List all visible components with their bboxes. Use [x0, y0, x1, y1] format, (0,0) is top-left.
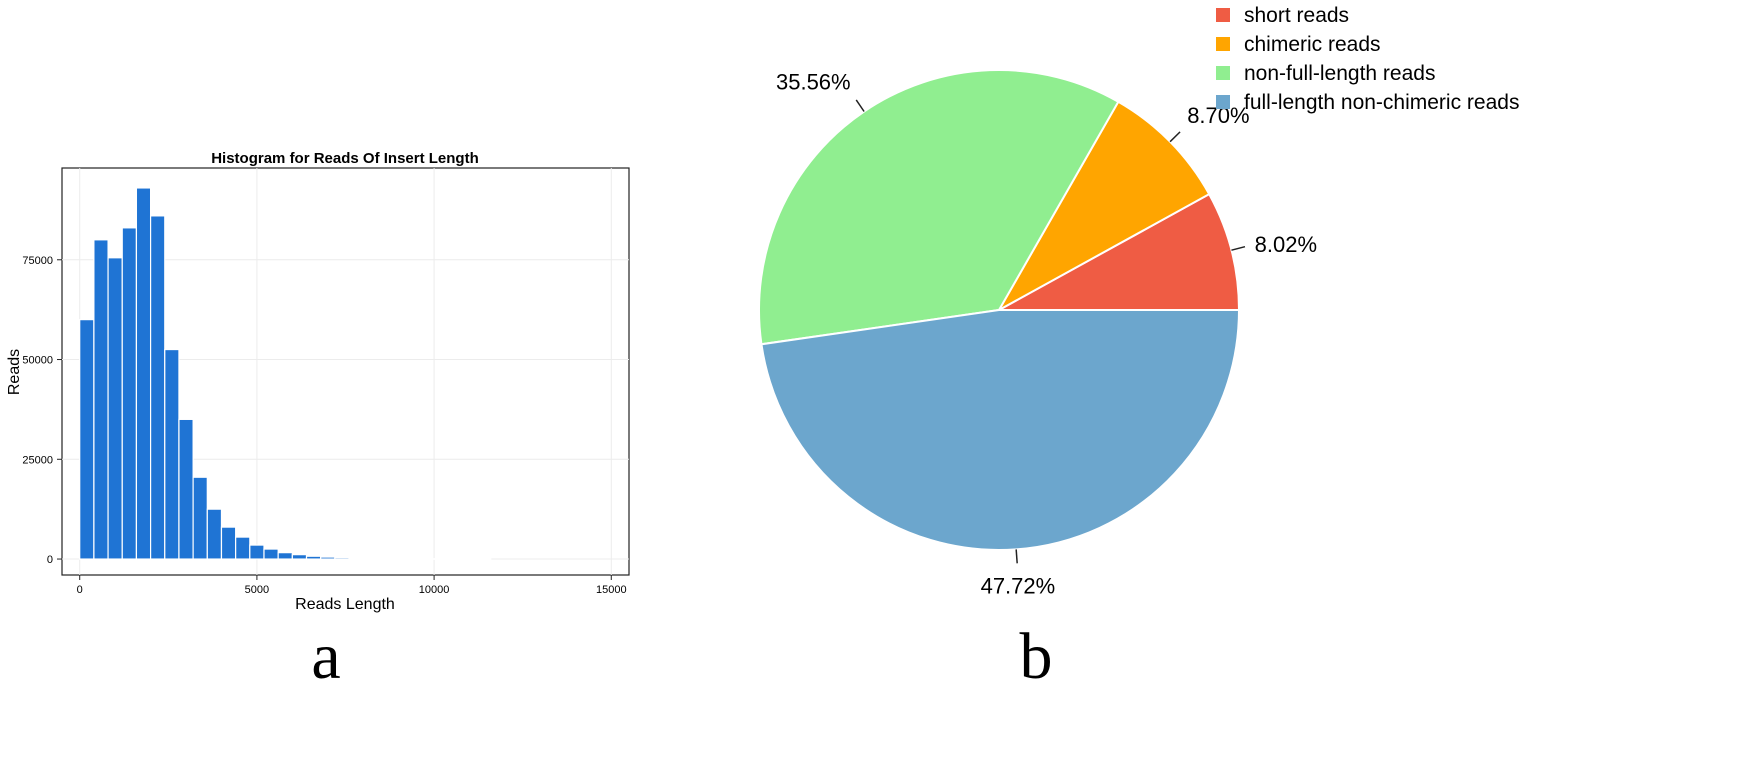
legend-swatch — [1216, 8, 1230, 22]
histogram-bar — [305, 555, 322, 560]
histogram-bar — [178, 418, 194, 560]
histogram-x-ticks: 0 5000 10000 15000 — [77, 575, 627, 596]
pie-label-leader — [1169, 131, 1181, 143]
pie-label-leader — [1231, 245, 1246, 251]
pie-label-leader — [1015, 549, 1018, 564]
histogram-bar — [220, 526, 237, 560]
histogram-bar — [277, 552, 293, 560]
pie-slice — [996, 100, 1211, 313]
legend-swatch — [1216, 66, 1230, 80]
histogram-bar — [348, 557, 364, 560]
legend-label: short reads — [1244, 4, 1349, 27]
x-tick-label: 10000 — [419, 584, 450, 596]
histogram-bar — [249, 544, 265, 560]
y-tick-label: 25000 — [22, 454, 53, 466]
histogram-bar — [291, 554, 308, 560]
histogram-y-ticks: 0 25000 50000 75000 — [22, 255, 62, 566]
histogram-bar — [149, 215, 166, 560]
x-tick-label: 5000 — [245, 584, 269, 596]
pie-legend: short reads chimeric reads non-full-length… — [1216, 4, 1519, 114]
pie-chart: 8.02%8.70%35.56%47.72% short readschimer… — [758, 4, 1519, 693]
histogram-bar — [79, 319, 95, 560]
histogram-bar — [107, 257, 123, 560]
pie-value-label: 35.56% — [776, 70, 851, 95]
histogram-bar — [362, 557, 378, 560]
legend-swatch — [1216, 95, 1230, 109]
legend-swatch — [1216, 37, 1230, 51]
legend-label: chimeric reads — [1244, 33, 1381, 56]
pie-slice — [758, 69, 1120, 346]
x-tick-label: 0 — [77, 584, 83, 596]
histogram-y-axis-label: Reads — [6, 349, 23, 395]
panel-label-a: a — [311, 620, 340, 693]
pie-value-label: 47.72% — [981, 573, 1056, 598]
histogram-title: Histogram for Reads Of Insert Length — [211, 150, 479, 167]
pie-value-labels: 8.02%8.70%35.56%47.72% — [776, 70, 1317, 599]
pie-slice — [760, 309, 1241, 551]
y-tick-label: 0 — [47, 554, 53, 566]
panel-label-b: b — [1020, 620, 1053, 693]
pie-value-label: 8.02% — [1255, 232, 1317, 257]
histogram-chart: 0 5000 10000 15000 0 25000 50000 75000 Histogr… — [6, 150, 630, 693]
histogram-bar — [320, 556, 336, 560]
histogram-bar — [263, 548, 279, 560]
pie-slices — [758, 69, 1241, 551]
legend-label: non-full-length reads — [1244, 62, 1435, 85]
histogram-bars — [79, 187, 492, 560]
x-tick-label: 15000 — [596, 584, 627, 596]
histogram-bar — [235, 536, 251, 560]
histogram-bar — [93, 239, 109, 560]
y-tick-label: 50000 — [22, 355, 53, 367]
histogram-bar — [135, 187, 152, 560]
histogram-bar — [206, 508, 223, 560]
histogram-bar — [334, 557, 350, 560]
histogram-bar — [121, 227, 138, 560]
legend-label: full-length non-chimeric reads — [1244, 91, 1519, 114]
pie-label-leader — [855, 99, 865, 112]
histogram-bar — [164, 348, 180, 560]
histogram-x-axis-label: Reads Length — [295, 596, 395, 613]
y-tick-label: 75000 — [22, 255, 53, 267]
histogram-bar — [376, 557, 393, 560]
histogram-bar — [192, 476, 208, 560]
